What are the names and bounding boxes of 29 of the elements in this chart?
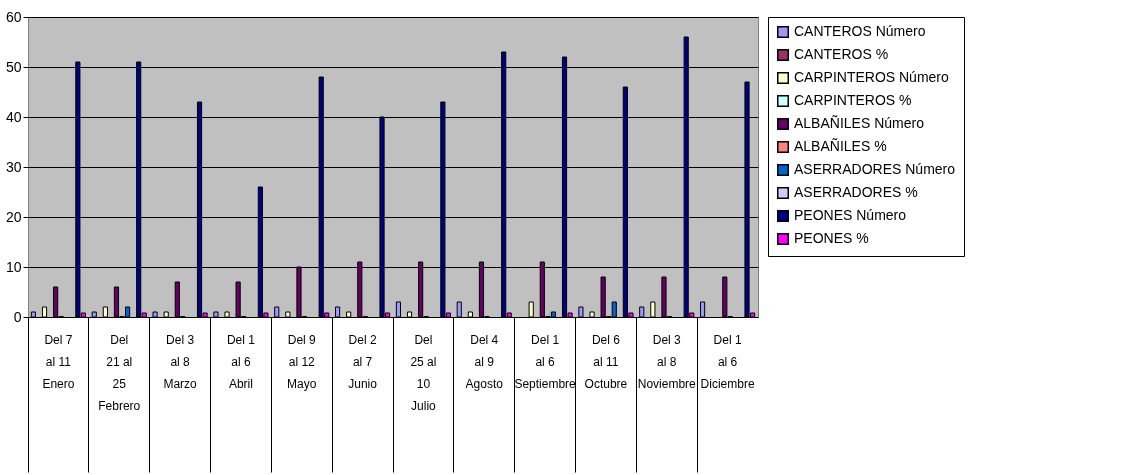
legend-label: ALBAÑILES % [794,138,887,154]
legend-label: ASERRADORES Número [794,161,956,177]
y-tick-label: 20 [5,208,22,225]
x-tick-label: Del 6 al 11 Octubre [584,332,628,391]
legend-label: PEONES Número [794,207,907,223]
x-tick-label: Del 2 al 7 Junio [348,332,378,391]
legend-label: CARPINTEROS Número [794,69,950,85]
x-tick-label: Del 3 al 8 Noviembre [637,332,697,391]
legend-label: ASERRADORES % [794,184,918,200]
y-tick-label: 30 [5,158,22,175]
y-tick-label: 40 [5,108,22,125]
x-tick-label: Del 1 al 6 Abril [226,332,256,391]
x-tick-label: Del 21 al 25 Febrero [98,332,141,413]
x-tick-label: Del 1 al 6 Diciembre [700,332,755,391]
x-tick-label: Del 9 al 12 Mayo [287,332,317,391]
legend-label: CANTEROS Número [794,23,926,39]
y-tick-label: 50 [5,58,22,75]
legend-label: CANTEROS % [794,46,889,62]
x-tick-label: Del 4 al 9 Agosto [465,332,504,391]
y-tick-label: 60 [5,8,22,25]
x-tick-label: Del 7 al 11 Enero [42,332,75,391]
x-tick-label: Del 3 al 8 Marzo [163,332,198,391]
y-tick-label: 10 [5,258,22,275]
y-tick-label: 0 [13,308,22,325]
legend-label: ALBAÑILES Número [794,115,925,131]
x-tick-label: Del 1 al 6 Septiembre [514,332,577,391]
x-tick-label: Del 25 al 10 Julio [410,332,437,413]
legend-label: CARPINTEROS % [794,92,912,108]
legend-label: PEONES % [794,230,869,246]
